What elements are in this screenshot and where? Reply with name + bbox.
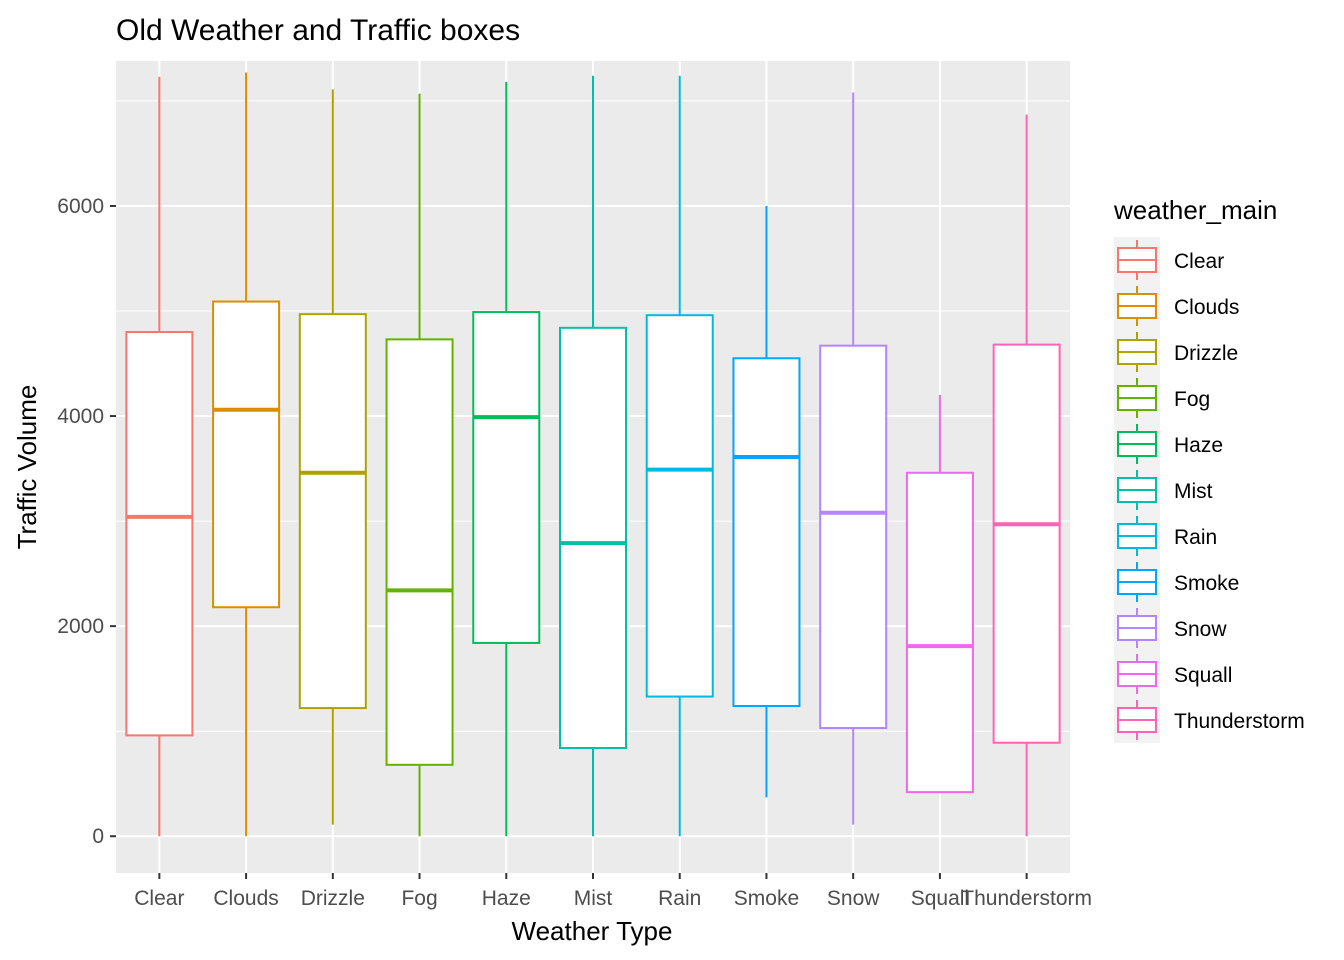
x-tick-label: Drizzle <box>301 887 365 910</box>
legend-label: Clear <box>1174 250 1224 273</box>
box-iqr <box>385 338 454 766</box>
box-iqr <box>992 343 1061 744</box>
x-tick-label: Mist <box>574 887 613 910</box>
legend-label: Thunderstorm <box>1174 710 1305 733</box>
legend-label: Mist <box>1174 480 1213 503</box>
box-mist <box>559 75 627 837</box>
box-iqr <box>905 471 974 794</box>
legend-label: Rain <box>1174 526 1217 549</box>
x-tick-label: Snow <box>827 887 880 910</box>
x-tick-label: Fog <box>401 887 437 910</box>
legend-label: Haze <box>1174 434 1223 457</box>
box-iqr <box>472 311 541 644</box>
y-tick-label: 4000 <box>57 405 104 428</box>
x-tick-label: Haze <box>482 887 531 910</box>
legend-label: Snow <box>1174 618 1227 641</box>
y-tick-label: 0 <box>92 825 104 848</box>
box-rain <box>645 75 714 837</box>
box-drizzle <box>298 89 367 825</box>
legend-item-snow: Snow <box>1114 605 1227 651</box>
x-tick-label: Smoke <box>734 887 799 910</box>
legend-label: Smoke <box>1174 572 1239 595</box>
box-snow <box>819 92 888 825</box>
box-iqr <box>212 300 281 609</box>
box-iqr <box>732 357 801 707</box>
legend-item-squall: Squall <box>1114 651 1232 697</box>
legend-item-mist: Mist <box>1114 467 1213 513</box>
legend-item-clear: Clear <box>1114 237 1224 283</box>
legend-item-haze: Haze <box>1114 421 1223 467</box>
box-clear <box>125 76 194 837</box>
x-tick-label: Clear <box>134 887 184 910</box>
x-tick-label: Thunderstorm <box>961 887 1092 910</box>
legend-item-drizzle: Drizzle <box>1114 329 1238 375</box>
y-tick-label: 2000 <box>57 615 104 638</box>
legend-item-thunderstorm: Thunderstorm <box>1114 697 1305 743</box>
legend-label: Clouds <box>1174 296 1239 319</box>
legend-label: Drizzle <box>1174 342 1238 365</box>
box-iqr <box>819 344 888 730</box>
box-haze <box>472 82 541 837</box>
legend-label: Squall <box>1174 664 1232 687</box>
chart-title: Old Weather and Traffic boxes <box>116 14 520 47</box>
legend-item-fog: Fog <box>1114 375 1210 421</box>
legend-item-rain: Rain <box>1114 513 1217 559</box>
y-axis: 0 2000 4000 6000 <box>57 195 116 848</box>
legend-label: Fog <box>1174 388 1210 411</box>
box-thunderstorm <box>992 114 1061 837</box>
x-tick-label: Clouds <box>213 887 278 910</box>
y-axis-title: Traffic Volume <box>12 385 42 550</box>
legend-item-smoke: Smoke <box>1114 559 1239 605</box>
legend-title: weather_main <box>1113 195 1277 225</box>
box-iqr <box>559 326 627 749</box>
x-axis: Clear Clouds Drizzle Fog Haze Mist Rain Smoke Sn… <box>134 873 1092 910</box>
box-clouds <box>212 72 281 837</box>
box-fog <box>385 93 454 837</box>
box-squall <box>905 395 974 794</box>
x-tick-label: Rain <box>658 887 701 910</box>
y-tick-label: 6000 <box>57 195 104 218</box>
box-iqr <box>645 314 714 698</box>
x-axis-title: Weather Type <box>512 916 673 946</box>
legend: weather_main Clear Clouds Drizzle Fog Haze Mi… <box>1113 195 1305 743</box>
box-smoke <box>732 205 801 798</box>
legend-item-clouds: Clouds <box>1114 283 1239 329</box>
box-iqr <box>125 331 194 737</box>
x-tick-label: Squall <box>911 887 969 910</box>
boxes <box>125 72 1061 837</box>
box-iqr <box>298 313 367 710</box>
